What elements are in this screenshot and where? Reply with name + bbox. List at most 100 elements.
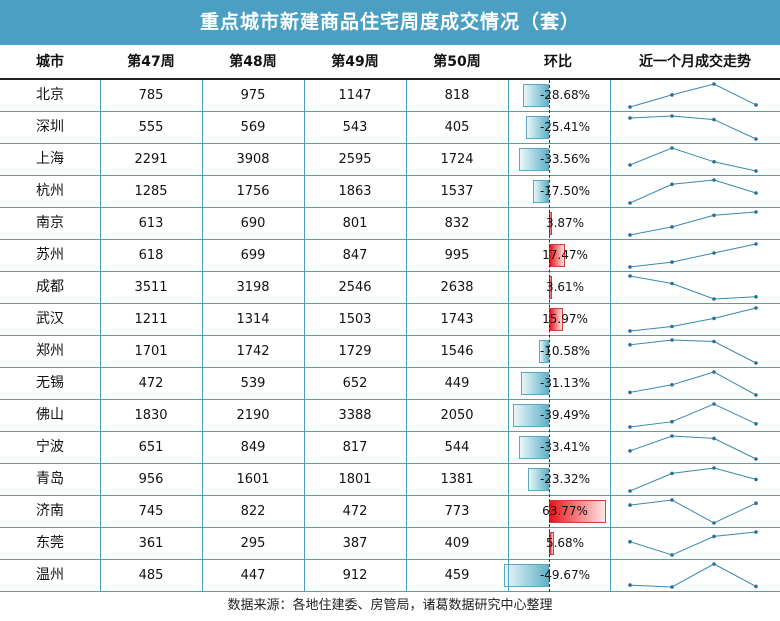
trend-point (712, 370, 716, 374)
table-row: 深圳 555 569 543 405 -25.41% (0, 112, 780, 144)
table-row: 青岛 956 1601 1801 1381 -23.32% (0, 464, 780, 496)
city-name: 南京 (36, 215, 64, 231)
trend-sparkline (629, 339, 757, 364)
trend-sparkline (629, 403, 757, 428)
trend-point (670, 585, 674, 589)
week-value-cell: 1147 (338, 88, 372, 103)
trend-sparkline (629, 435, 757, 460)
trend-point (754, 210, 758, 214)
change-percent: 5.68% (545, 536, 585, 550)
trend-point (670, 471, 674, 476)
header-week48: 第48周 (229, 54, 277, 70)
week-value-cell: 3511 (134, 280, 168, 295)
change-bar (528, 468, 549, 491)
sparkline-area (628, 82, 758, 589)
header-change: 环比 (544, 54, 572, 70)
trend-point (754, 477, 758, 482)
trend-sparkline (629, 243, 757, 268)
trend-point (628, 425, 632, 429)
trend-point (754, 457, 758, 461)
trend-point (754, 393, 758, 397)
week-value-cell: 409 (444, 536, 470, 551)
change-percent: -23.32% (539, 472, 591, 486)
trend-point (670, 498, 674, 502)
header-week50: 第50周 (433, 54, 481, 70)
change-bar (518, 148, 549, 171)
trend-point (628, 390, 632, 395)
trend-point (670, 182, 674, 187)
week-value-cell: 387 (342, 536, 368, 551)
trend-point (712, 213, 716, 218)
week-value-cell: 472 (342, 504, 368, 519)
week-value-cell: 2190 (236, 408, 270, 423)
header-city: 城市 (36, 54, 64, 70)
trend-point (628, 201, 632, 205)
trend-point (628, 163, 632, 167)
week-value-cell: 1546 (440, 344, 474, 359)
trend-point (754, 530, 758, 534)
week-value-cell: 449 (444, 376, 470, 391)
change-percent: 63.77% (542, 504, 588, 518)
week-value-cell: 785 (138, 88, 164, 103)
trend-point (670, 146, 674, 150)
city-name: 郑州 (36, 343, 64, 359)
source-note: 数据来源：各地住建委、房管局，诸葛数据研究中心整理 (227, 598, 553, 613)
week-value-cell: 1724 (440, 152, 474, 167)
trend-point (670, 225, 674, 229)
trend-sparkline (629, 499, 757, 524)
trend-point (670, 338, 674, 342)
header-trend: 近一个月成交走势 (639, 54, 751, 70)
city-name: 北京 (36, 87, 64, 103)
table-row: 郑州 1701 1742 1729 1546 -10.58% (0, 336, 780, 368)
trend-point (754, 242, 758, 246)
city-name: 成都 (36, 279, 64, 295)
week-value-cell: 1743 (440, 312, 474, 327)
city-name: 苏州 (36, 247, 64, 263)
city-name: 东莞 (36, 535, 64, 551)
change-percent: -31.13% (539, 376, 591, 390)
trend-sparkline (629, 563, 757, 588)
trend-point (670, 434, 674, 438)
week-value-cell: 975 (240, 88, 266, 103)
city-name: 无锡 (36, 375, 64, 391)
week-value-cell: 690 (240, 216, 266, 231)
week-value-cell: 405 (444, 120, 470, 135)
change-percent: 17.47% (542, 248, 588, 262)
week-value-cell: 3388 (338, 408, 372, 423)
trend-point (712, 466, 716, 470)
city-name: 青岛 (36, 471, 64, 487)
table-row: 北京 785 975 1147 818 -28.68% (0, 80, 780, 112)
table-row: 武汉 1211 1314 1503 1743 15.97% (0, 304, 780, 336)
trend-sparkline (629, 371, 757, 396)
trend-point (628, 274, 632, 278)
change-percent: -28.68% (539, 88, 591, 102)
table-row: 无锡 472 539 652 449 -31.13% (0, 368, 780, 400)
change-percent: -33.41% (539, 440, 591, 454)
column-divider (100, 80, 101, 592)
week-value-cell: 613 (138, 216, 164, 231)
chart-title: 重点城市新建商品住宅周度成交情况（套） (0, 0, 780, 45)
week-value-cell: 544 (444, 440, 470, 455)
week-value-cell: 1381 (440, 472, 474, 487)
week-value-cell: 822 (240, 504, 266, 519)
table-row: 济南 745 822 472 773 63.77% (0, 496, 780, 528)
trend-point (712, 339, 716, 344)
week-value-cell: 459 (444, 568, 470, 583)
week-value-cell: 1537 (440, 184, 474, 199)
table-row: 温州 485 447 912 459 -49.67% (0, 560, 780, 592)
week-value-cell: 1801 (338, 472, 372, 487)
week-value-cell: 618 (138, 248, 164, 263)
trend-point (670, 114, 674, 118)
trend-sparkline (629, 147, 757, 172)
trend-point (670, 260, 674, 264)
change-percent: -17.50% (539, 184, 591, 198)
column-divider (406, 80, 407, 592)
column-divider (202, 80, 203, 592)
week-value-cell: 849 (240, 440, 266, 455)
trend-point (628, 503, 632, 507)
change-percent: -49.67% (539, 568, 591, 582)
week-value-cell: 539 (240, 376, 266, 391)
table-row: 宁波 651 849 817 544 -33.41% (0, 432, 780, 464)
week-value-cell: 1742 (236, 344, 270, 359)
trend-point (712, 316, 716, 321)
